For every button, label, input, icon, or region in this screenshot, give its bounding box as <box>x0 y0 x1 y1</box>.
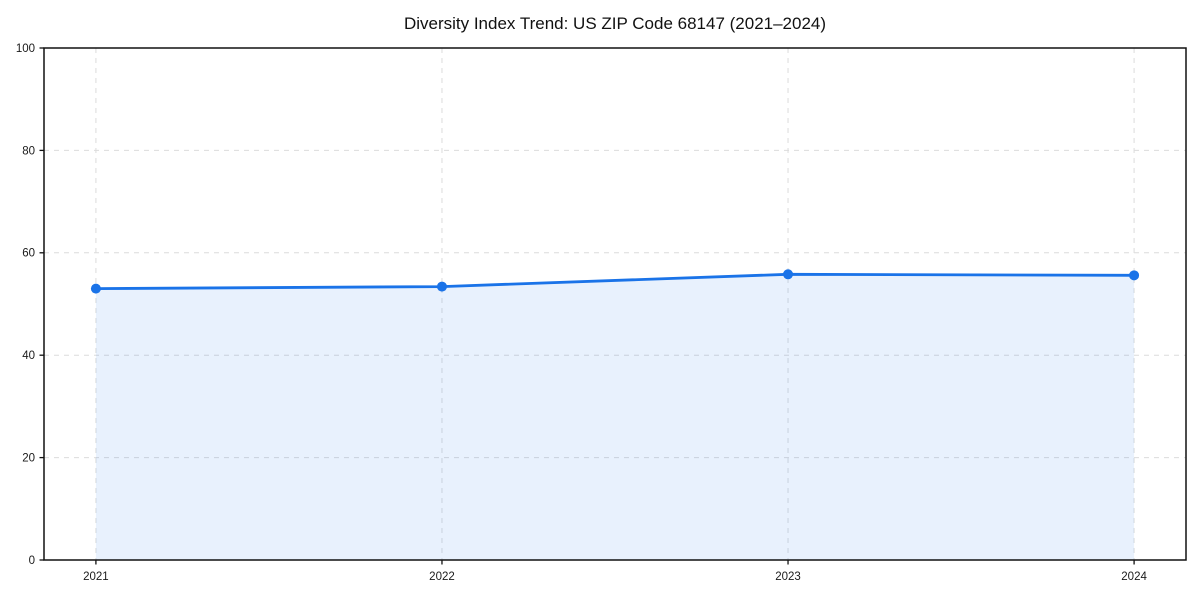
x-tick-label: 2021 <box>83 571 109 583</box>
y-tick-label: 60 <box>22 248 35 260</box>
x-tick-label: 2024 <box>1121 571 1147 583</box>
x-tick-label: 2023 <box>775 571 801 583</box>
trend-line <box>94 272 1136 291</box>
y-tick-label: 100 <box>16 43 35 55</box>
data-point-2022 <box>436 281 447 292</box>
x-tick-label: 2022 <box>429 571 455 583</box>
data-point-2024 <box>1129 270 1140 281</box>
axes-layer: 0 20 40 60 80 100 2021 2022 2023 2024 <box>16 43 1187 583</box>
data-point-2023 <box>783 269 794 280</box>
plot-border <box>43 47 1187 561</box>
area-fill <box>95 274 1135 560</box>
series-layer <box>90 269 1140 560</box>
y-tick-label: 40 <box>22 350 35 362</box>
y-tick-label: 0 <box>29 555 35 567</box>
chart-title: Diversity Index Trend: US ZIP Code 68147… <box>404 14 826 33</box>
y-tick-label: 20 <box>22 453 35 465</box>
data-point-2021 <box>90 283 101 294</box>
y-tick-label: 80 <box>22 145 35 157</box>
